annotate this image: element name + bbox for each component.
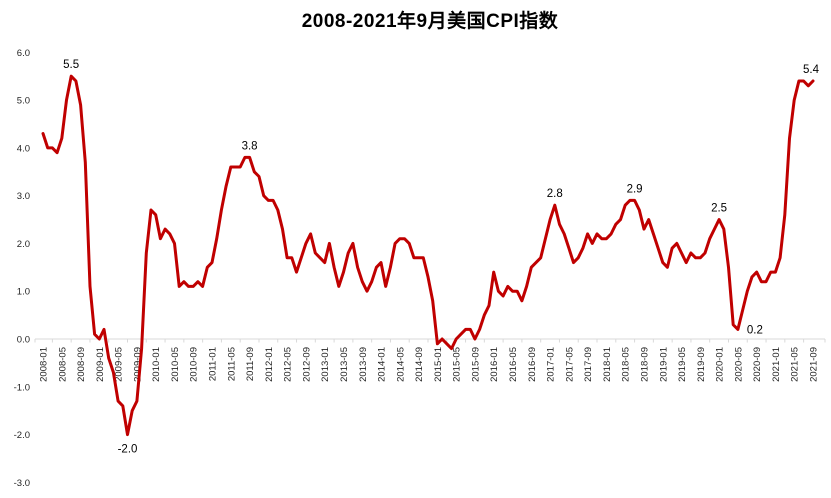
data-point-label: 0.2 — [747, 324, 763, 336]
x-axis-label: 2020-09 — [752, 347, 763, 382]
y-axis-label: -3.0 — [14, 478, 30, 489]
data-point-label: 5.5 — [63, 59, 79, 71]
x-axis-label: 2012-01 — [264, 347, 275, 382]
data-point-label: 2.5 — [711, 203, 727, 215]
data-point-label: 2.9 — [627, 183, 643, 195]
x-axis-label: 2018-09 — [639, 347, 650, 382]
y-axis-label: -1.0 — [14, 382, 30, 393]
x-axis-label: 2019-09 — [696, 347, 707, 382]
x-axis-label: 2017-09 — [583, 347, 594, 382]
x-axis-label: 2019-01 — [658, 347, 669, 382]
x-axis-label: 2019-05 — [677, 347, 688, 382]
data-point-label: -2.0 — [118, 444, 138, 456]
x-axis-label: 2014-05 — [395, 347, 406, 382]
x-axis-label: 2008-01 — [39, 347, 50, 382]
x-axis-label: 2020-01 — [715, 347, 726, 382]
y-axis-label: 0.0 — [17, 335, 30, 346]
x-axis-label: 2011-01 — [208, 347, 219, 381]
x-axis-label: 2011-05 — [226, 347, 237, 381]
y-axis-label: -2.0 — [14, 430, 30, 441]
cpi-series-line — [41, 74, 815, 437]
y-axis-label: 1.0 — [17, 287, 30, 298]
y-axis-label: 3.0 — [17, 191, 30, 202]
x-axis-label: 2009-09 — [132, 347, 143, 382]
x-axis-label: 2015-09 — [470, 347, 481, 382]
x-axis-label: 2008-09 — [76, 347, 87, 382]
chart-title: 2008-2021年9月美国CPI指数 — [301, 11, 559, 32]
x-axis-label: 2016-01 — [489, 347, 500, 382]
x-axis-label: 2012-05 — [283, 347, 294, 382]
x-axis-label: 2015-05 — [452, 347, 463, 382]
x-axis-label: 2021-09 — [808, 347, 819, 382]
y-axis-label: 5.0 — [17, 96, 30, 107]
x-axis-label: 2018-01 — [602, 347, 613, 382]
data-point-label: 2.8 — [547, 188, 563, 200]
y-axis-label: 2.0 — [17, 239, 30, 250]
x-axis-label: 2015-01 — [433, 347, 444, 382]
data-point-label: 3.8 — [242, 140, 258, 152]
x-axis-label: 2009-05 — [114, 347, 125, 382]
x-axis-label: 2010-01 — [151, 347, 162, 382]
x-axis-label: 2016-09 — [527, 347, 538, 382]
x-axis-label: 2017-01 — [546, 347, 557, 382]
y-axis-label: 4.0 — [17, 143, 30, 154]
data-point-label: 5.4 — [803, 64, 820, 76]
x-axis-label: 2013-09 — [358, 347, 369, 382]
x-axis-label: 2013-05 — [339, 347, 350, 382]
x-axis-label: 2009-01 — [95, 347, 106, 382]
x-axis-label: 2016-05 — [508, 347, 519, 382]
x-axis-label: 2010-09 — [189, 347, 200, 382]
x-axis-label: 2020-05 — [733, 347, 744, 382]
x-axis-label: 2014-01 — [377, 347, 388, 382]
x-axis-label: 2014-09 — [414, 347, 425, 382]
y-axis-label: 6.0 — [17, 48, 30, 59]
x-axis-label: 2008-05 — [57, 347, 68, 382]
x-axis-label: 2012-09 — [301, 347, 312, 382]
x-axis-label: 2010-05 — [170, 347, 181, 382]
x-axis-label: 2021-05 — [790, 347, 801, 382]
x-axis-label: 2017-05 — [564, 347, 575, 382]
x-axis-label: 2021-01 — [771, 347, 782, 382]
x-axis-label: 2013-01 — [320, 347, 331, 382]
x-axis-label: 2018-05 — [621, 347, 632, 382]
x-axis-label: 2011-09 — [245, 347, 256, 381]
